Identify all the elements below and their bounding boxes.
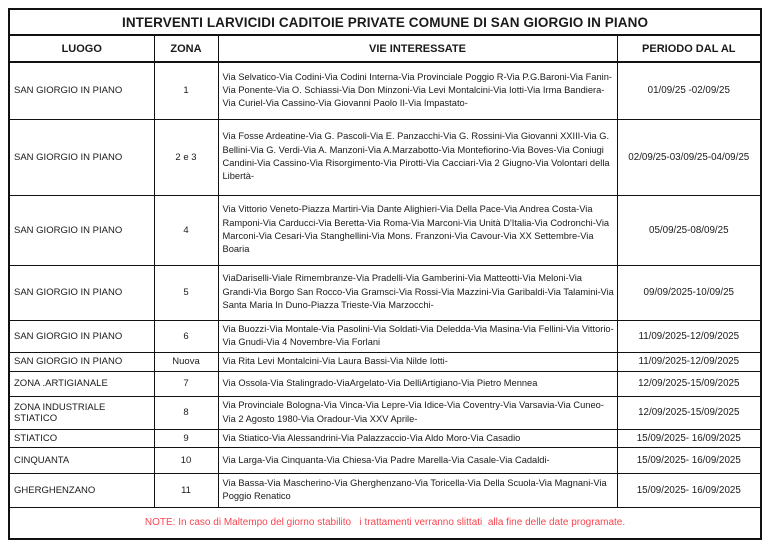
- cell-zona: 10: [153, 446, 219, 474]
- cell-vie-interessate: Via Larga-Via Cinquanta-Via Chiesa-Via P…: [217, 446, 618, 474]
- cell-zona: 6: [153, 319, 219, 353]
- cell-periodo: 09/09/2025-10/09/25: [616, 264, 762, 321]
- cell-luogo: CINQUANTA: [8, 446, 155, 474]
- column-header-luogo: LUOGO: [8, 34, 155, 63]
- cell-luogo: STIATICO: [8, 428, 155, 448]
- header-row: LUOGO ZONA VIE INTERESSATE PERIODO DAL A…: [8, 34, 762, 63]
- table-row: ZONA INDUSTRIALE STIATICO 8 Via Provincial…: [8, 395, 762, 430]
- cell-vie-interessate: Via Buozzi-Via Montale-Via Pasolini-Via …: [217, 319, 618, 353]
- table-row: CINQUANTA 10 Via Larga-Via Cinquanta-Via C…: [8, 446, 762, 474]
- cell-luogo: SAN GIORGIO IN PIANO: [8, 351, 155, 372]
- cell-periodo: 02/09/25-03/09/25-04/09/25: [616, 118, 762, 196]
- note-row: NOTE: In caso di Maltempo del giorno sta…: [8, 506, 762, 540]
- cell-vie-interessate: Via Stiatico-Via Alessandrini-Via Palazz…: [217, 428, 618, 448]
- cell-luogo: SAN GIORGIO IN PIANO: [8, 118, 155, 196]
- table-row: SAN GIORGIO IN PIANO Nuova Via Rita Levi M…: [8, 351, 762, 372]
- table-row: SAN GIORGIO IN PIANO 2 e 3 Via Fosse Ardea…: [8, 118, 762, 196]
- cell-zona: 8: [153, 395, 219, 430]
- table-body: SAN GIORGIO IN PIANO 1 Via Selvatico-Via C…: [8, 61, 762, 508]
- cell-vie-interessate: Via Ossola-Via Stalingrado-ViaArgelato-V…: [217, 370, 618, 397]
- cell-zona: 5: [153, 264, 219, 321]
- cell-zona: Nuova: [153, 351, 219, 372]
- cell-vie-interessate: Via Rita Levi Montalcini-Via Laura Bassi…: [217, 351, 618, 372]
- cell-vie-interessate: ViaDariselli-Viale Rimembranze-Via Prade…: [217, 264, 618, 321]
- column-header-periodo: PERIODO DAL AL: [616, 34, 762, 63]
- table-row: SAN GIORGIO IN PIANO 1 Via Selvatico-Via C…: [8, 61, 762, 120]
- cell-periodo: 05/09/25-08/09/25: [616, 194, 762, 266]
- cell-zona: 2 e 3: [153, 118, 219, 196]
- cell-luogo: SAN GIORGIO IN PIANO: [8, 264, 155, 321]
- cell-luogo: ZONA .ARTIGIANALE: [8, 370, 155, 397]
- table-row: SAN GIORGIO IN PIANO 5 ViaDariselli-Viale …: [8, 264, 762, 321]
- cell-luogo: GHERGHENZANO: [8, 472, 155, 508]
- column-header-zona: ZONA: [153, 34, 219, 63]
- document-title: INTERVENTI LARVICIDI CADITOIE PRIVATE CO…: [8, 8, 762, 36]
- cell-vie-interessate: Via Vittorio Veneto-Piazza Martiri-Via D…: [217, 194, 618, 266]
- cell-zona: 9: [153, 428, 219, 448]
- table-row: SAN GIORGIO IN PIANO 6 Via Buozzi-Via Mont…: [8, 319, 762, 353]
- cell-periodo: 11/09/2025-12/09/2025: [616, 351, 762, 372]
- column-header-vie-interessate: VIE INTERESSATE: [217, 34, 618, 63]
- cell-periodo: 15/09/2025- 16/09/2025: [616, 428, 762, 448]
- title-row: INTERVENTI LARVICIDI CADITOIE PRIVATE CO…: [8, 8, 762, 36]
- cell-periodo: 12/09/2025-15/09/2025: [616, 395, 762, 430]
- cell-luogo: ZONA INDUSTRIALE STIATICO: [8, 395, 155, 430]
- cell-periodo: 12/09/2025-15/09/2025: [616, 370, 762, 397]
- cell-vie-interessate: Via Selvatico-Via Codini-Via Codini Inte…: [217, 61, 618, 120]
- cell-luogo: SAN GIORGIO IN PIANO: [8, 194, 155, 266]
- weather-note: NOTE: In caso di Maltempo del giorno sta…: [8, 506, 762, 540]
- cell-periodo: 15/09/2025- 16/09/2025: [616, 446, 762, 474]
- cell-zona: 4: [153, 194, 219, 266]
- cell-zona: 7: [153, 370, 219, 397]
- cell-zona: 1: [153, 61, 219, 120]
- table-row: STIATICO 9 Via Stiatico-Via Alessandrini-V…: [8, 428, 762, 448]
- cell-zona: 11: [153, 472, 219, 508]
- cell-luogo: SAN GIORGIO IN PIANO: [8, 61, 155, 120]
- cell-periodo: 11/09/2025-12/09/2025: [616, 319, 762, 353]
- cell-vie-interessate: Via Provinciale Bologna-Via Vinca-Via Le…: [217, 395, 618, 430]
- interventi-table: INTERVENTI LARVICIDI CADITOIE PRIVATE CO…: [8, 8, 763, 540]
- cell-vie-interessate: Via Fosse Ardeatine-Via G. Pascoli-Via E…: [217, 118, 618, 196]
- table-row: SAN GIORGIO IN PIANO 4 Via Vittorio Veneto…: [8, 194, 762, 266]
- table-row: ZONA .ARTIGIANALE 7 Via Ossola-Via Staling…: [8, 370, 762, 397]
- cell-periodo: 15/09/2025- 16/09/2025: [616, 472, 762, 508]
- cell-periodo: 01/09/25 -02/09/25: [616, 61, 762, 120]
- cell-vie-interessate: Via Bassa-Via Mascherino-Via Gherghenzan…: [217, 472, 618, 508]
- table-row: GHERGHENZANO 11 Via Bassa-Via Mascherino-V…: [8, 472, 762, 508]
- cell-luogo: SAN GIORGIO IN PIANO: [8, 319, 155, 353]
